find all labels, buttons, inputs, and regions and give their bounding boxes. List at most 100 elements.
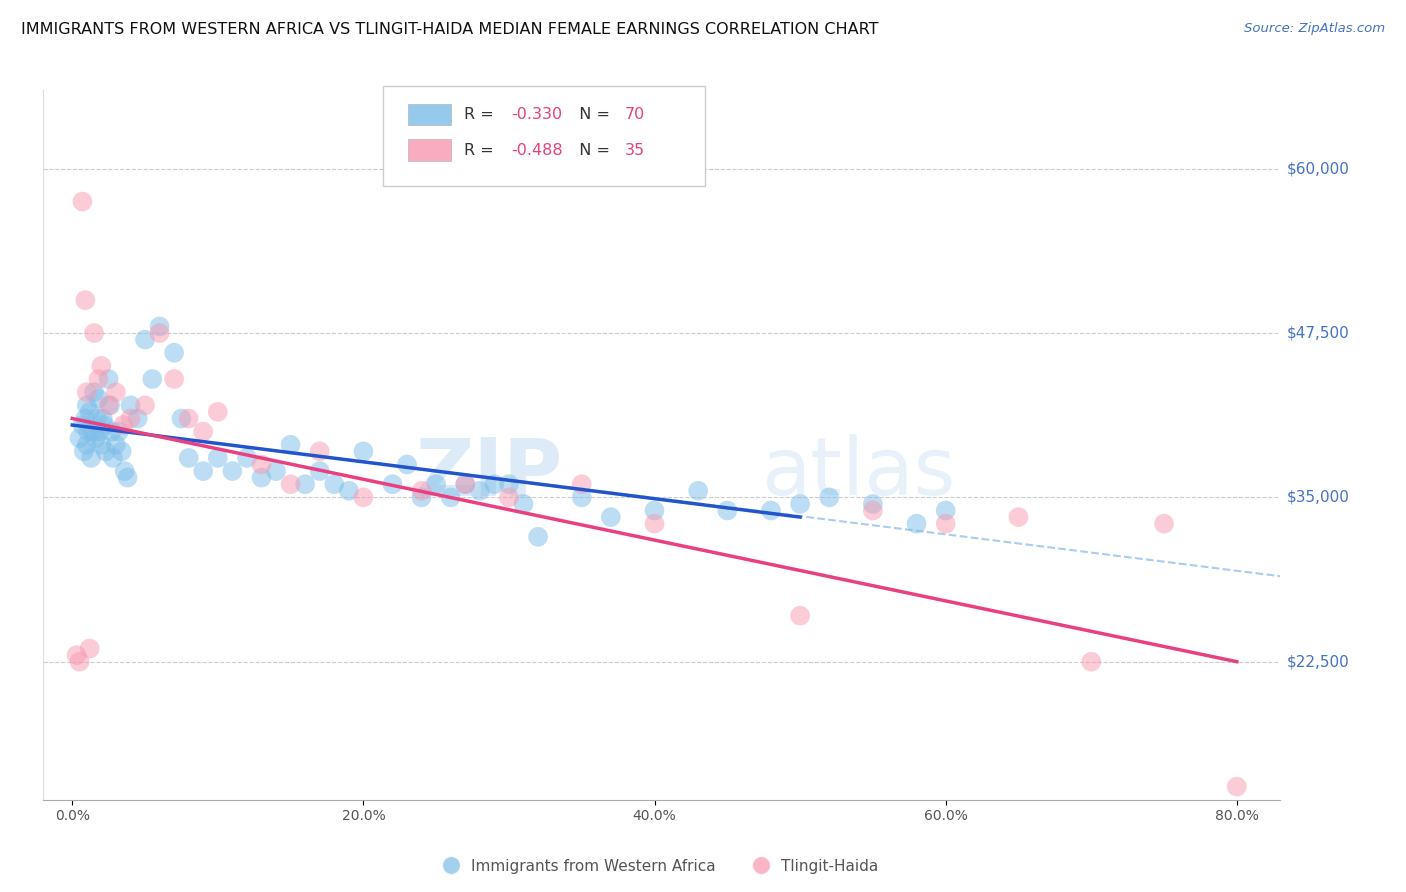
Point <box>193 464 215 478</box>
Point <box>396 458 419 472</box>
Point <box>134 333 156 347</box>
Point <box>527 530 550 544</box>
Point <box>80 450 103 465</box>
Point <box>90 438 112 452</box>
Point <box>294 477 316 491</box>
Point <box>862 497 884 511</box>
Point <box>789 608 811 623</box>
Point <box>87 392 110 406</box>
Point <box>75 293 97 307</box>
Text: R =: R = <box>464 107 499 122</box>
Text: 35: 35 <box>624 143 645 158</box>
Point <box>98 398 121 412</box>
Point <box>75 411 97 425</box>
Point <box>94 444 117 458</box>
Point <box>571 477 593 491</box>
Point <box>104 438 127 452</box>
Point <box>571 491 593 505</box>
Point <box>935 503 957 517</box>
Point <box>79 405 101 419</box>
Point <box>411 483 433 498</box>
Text: atlas: atlas <box>761 434 955 512</box>
Point <box>425 477 447 491</box>
Point <box>468 483 491 498</box>
Point <box>688 483 710 498</box>
Point <box>905 516 928 531</box>
Text: $47,500: $47,500 <box>1286 326 1350 341</box>
Point <box>148 326 170 340</box>
Point <box>120 411 142 425</box>
Point <box>108 425 131 439</box>
Text: -0.330: -0.330 <box>510 107 562 122</box>
Text: ZIP: ZIP <box>416 434 562 512</box>
Point <box>163 345 186 359</box>
Point <box>454 477 477 491</box>
Point <box>93 418 115 433</box>
Point <box>280 477 302 491</box>
Point <box>112 418 135 433</box>
Text: 70: 70 <box>624 107 645 122</box>
FancyBboxPatch shape <box>408 139 451 161</box>
Point <box>250 470 273 484</box>
Text: -0.488: -0.488 <box>510 143 562 158</box>
Point <box>484 477 506 491</box>
Point <box>76 438 98 452</box>
Point <box>73 444 96 458</box>
Point <box>72 194 94 209</box>
Point <box>177 450 200 465</box>
Point <box>1153 516 1175 531</box>
Point <box>72 418 94 433</box>
Point <box>207 450 229 465</box>
Text: $60,000: $60,000 <box>1286 161 1350 177</box>
Point <box>207 405 229 419</box>
Point <box>644 516 666 531</box>
Point <box>759 503 782 517</box>
Point <box>250 458 273 472</box>
Point <box>308 464 330 478</box>
Point <box>264 464 287 478</box>
Point <box>97 398 120 412</box>
Point <box>114 464 136 478</box>
Point <box>79 641 101 656</box>
Point <box>1080 655 1102 669</box>
Point <box>1007 510 1029 524</box>
Point <box>84 431 107 445</box>
Point <box>101 450 124 465</box>
Point <box>104 385 127 400</box>
Point <box>65 648 87 662</box>
Point <box>97 372 120 386</box>
Point <box>87 372 110 386</box>
Point <box>141 372 163 386</box>
Point <box>411 491 433 505</box>
Point <box>90 359 112 373</box>
Point <box>82 425 104 439</box>
Point <box>716 503 738 517</box>
Point <box>280 438 302 452</box>
Text: N =: N = <box>569 107 616 122</box>
Text: R =: R = <box>464 143 499 158</box>
Point <box>120 398 142 412</box>
Point <box>352 491 374 505</box>
Point <box>323 477 346 491</box>
Point <box>498 491 520 505</box>
Point <box>177 411 200 425</box>
Point <box>308 444 330 458</box>
Point <box>100 425 122 439</box>
Point <box>1226 780 1249 794</box>
Point <box>935 516 957 531</box>
Point <box>111 444 134 458</box>
Point <box>76 385 98 400</box>
Point <box>127 411 149 425</box>
Point <box>148 319 170 334</box>
Point <box>381 477 404 491</box>
Point <box>134 398 156 412</box>
Point <box>69 655 91 669</box>
Point <box>440 491 463 505</box>
Point <box>337 483 360 498</box>
Text: $35,000: $35,000 <box>1286 490 1350 505</box>
Point <box>352 444 374 458</box>
Point <box>454 477 477 491</box>
Point <box>818 491 841 505</box>
Point <box>117 470 139 484</box>
Point <box>193 425 215 439</box>
